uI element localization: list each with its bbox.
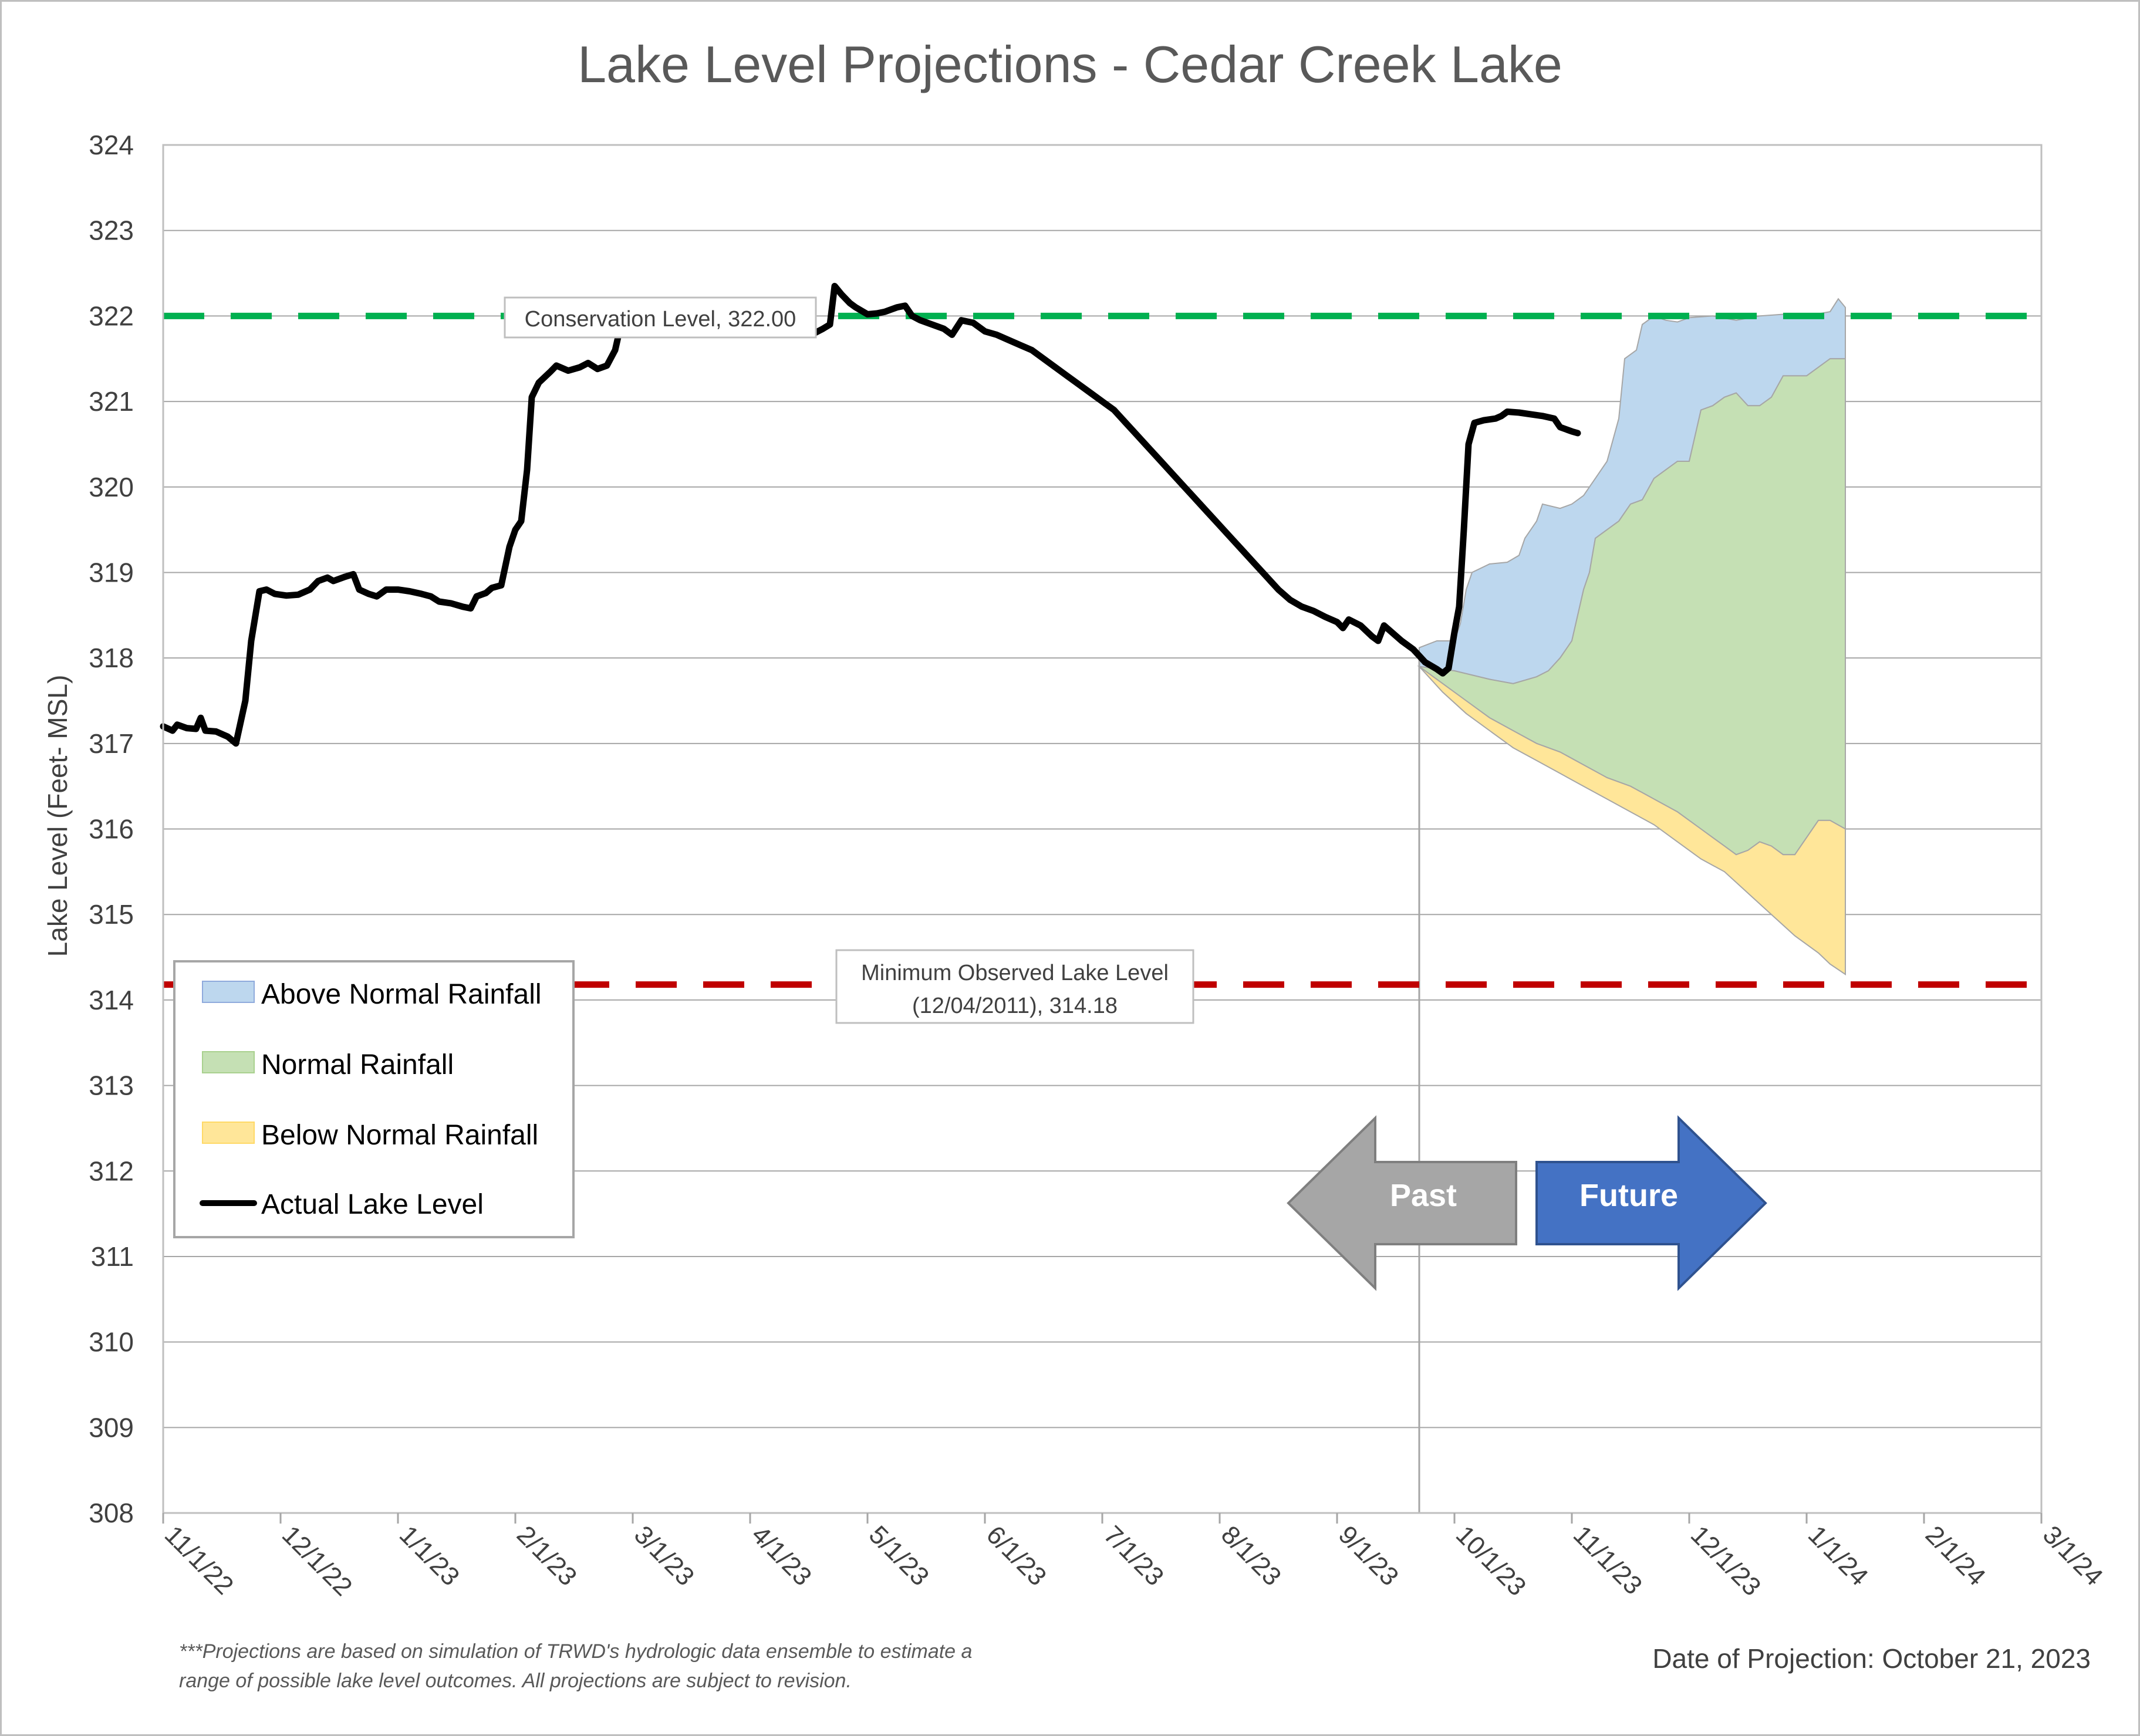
y-tick-label: 324 (89, 130, 134, 160)
past-arrow: Past (1287, 1115, 1517, 1291)
x-tick-label: 2/1/24 (1920, 1520, 1991, 1591)
y-tick-label: 314 (89, 985, 134, 1015)
x-tick-label: 2/1/23 (511, 1520, 582, 1591)
future-label: Future (1579, 1178, 1678, 1213)
actual-lake-level-segment (811, 282, 1581, 677)
y-tick-label: 308 (89, 1498, 134, 1528)
y-axis-ticks: 308 309 310 311 312 313 314 315 316 317 318 319 320 3… (89, 130, 134, 1528)
band-below-normal-rainfall (1419, 666, 1846, 976)
y-tick-label: 319 (89, 557, 134, 587)
x-tick-label: 11/1/22 (159, 1520, 239, 1600)
legend-swatch-normal (202, 1051, 255, 1073)
legend: Above Normal Rainfall Normal Rainfall Be… (173, 960, 575, 1238)
x-tick-label: 5/1/23 (863, 1520, 934, 1591)
footnote-line1: ***Projections are based on simulation o… (179, 1640, 972, 1663)
legend-label-normal: Normal Rainfall (261, 1049, 454, 1080)
past-label: Past (1390, 1178, 1457, 1213)
y-tick-label: 322 (89, 300, 134, 331)
projection-bands (1417, 298, 1846, 976)
y-tick-label: 311 (91, 1241, 134, 1272)
y-tick-label: 313 (89, 1070, 134, 1101)
x-tick-label: 1/1/24 (1803, 1520, 1874, 1591)
y-tick-label: 310 (89, 1327, 134, 1357)
x-tick-label: 3/1/24 (2037, 1520, 2108, 1591)
x-tick-label: 4/1/23 (746, 1520, 817, 1591)
y-tick-label: 317 (89, 728, 134, 759)
reference-lines (163, 312, 2041, 988)
x-tick-label: 8/1/23 (1216, 1520, 1287, 1591)
y-tick-label: 316 (89, 814, 134, 845)
chart-title: Lake Level Projections - Cedar Creek Lak… (578, 35, 1562, 93)
x-tick-label: 3/1/23 (629, 1520, 700, 1591)
x-axis-ticks: 11/1/22 12/1/22 1/1/23 2/1/23 3/1/23 4/1/23 5/… (159, 1513, 2108, 1602)
y-tick-label: 309 (89, 1412, 134, 1443)
legend-label-above-normal: Above Normal Rainfall (261, 979, 542, 1010)
conservation-callout: Conservation Level, 322.00 (504, 296, 817, 339)
y-axis-label: Lake Level (Feet- MSL) (42, 675, 73, 957)
future-arrow: Future (1535, 1115, 1767, 1291)
x-tick-label: 12/1/22 (276, 1520, 357, 1601)
x-tick-label: 12/1/23 (1685, 1520, 1766, 1601)
x-tick-label: 9/1/23 (1333, 1520, 1404, 1591)
legend-swatch-above-normal (202, 981, 255, 1003)
projection-date: Date of Projection: October 21, 2023 (1652, 1643, 2091, 1674)
y-tick-label: 312 (89, 1156, 134, 1186)
legend-label-actual: Actual Lake Level (261, 1189, 484, 1220)
minimum-level-callout: Minimum Observed Lake Level (12/04/2011)… (835, 949, 1194, 1024)
y-tick-label: 315 (89, 899, 134, 930)
footnote-line2: range of possible lake level outcomes. A… (179, 1670, 852, 1692)
x-tick-label: 11/1/23 (1568, 1520, 1648, 1600)
minimum-callout-line1: Minimum Observed Lake Level (861, 961, 1169, 985)
actual-lake-level-segment (160, 304, 630, 747)
y-tick-label: 321 (89, 386, 134, 417)
legend-swatch-below-normal (202, 1122, 255, 1144)
x-tick-label: 10/1/23 (1450, 1520, 1531, 1601)
y-tick-label: 318 (89, 643, 134, 673)
y-tick-label: 323 (89, 215, 134, 246)
actual-lake-level-line (160, 282, 1581, 747)
x-tick-label: 6/1/23 (981, 1520, 1052, 1591)
minimum-callout-line2: (12/04/2011), 314.18 (912, 994, 1118, 1018)
x-tick-label: 1/1/23 (394, 1520, 465, 1591)
y-tick-label: 320 (89, 472, 134, 502)
conservation-callout-text: Conservation Level, 322.00 (525, 307, 796, 332)
legend-label-below-normal: Below Normal Rainfall (261, 1120, 538, 1151)
x-tick-label: 7/1/23 (1098, 1520, 1169, 1591)
